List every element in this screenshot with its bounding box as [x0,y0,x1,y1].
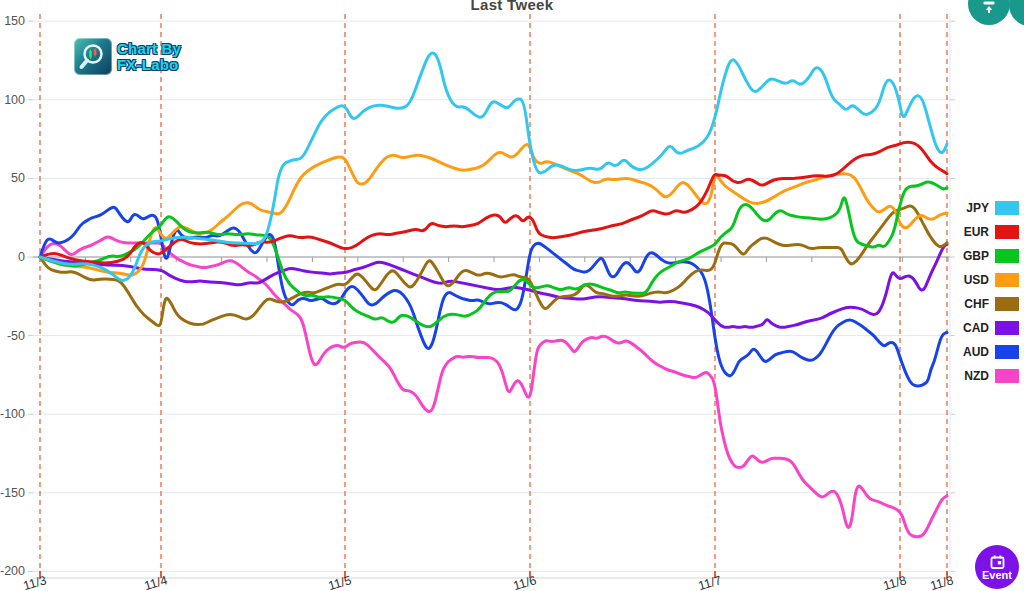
legend-swatch [995,225,1019,239]
chart-title: Last Tweek [0,0,1024,13]
x-tick-label: 11/7 [697,573,723,591]
legend-swatch [995,369,1019,383]
x-tick-label: 11/4 [143,573,169,591]
legend-swatch [995,273,1019,287]
legend-swatch [995,321,1019,335]
series-line-gbp [40,182,947,327]
legend-label: EUR [964,225,989,239]
x-tick-label: 11/5 [327,573,353,591]
logo-text: Chart By FX-Labo [117,41,181,73]
series-line-usd [40,145,947,276]
legend-label: USD [964,273,989,287]
currency-strength-chart[interactable]: 150 100 50 0 -50 -100 -150 -20011/3 11/4 11/5 11/6… [0,0,1024,591]
y-tick-label: 50 [11,171,25,185]
legend-swatch [995,297,1019,311]
x-tick-label: 11/8 [882,573,908,591]
x-tick-label: 11/8 [929,573,955,591]
legend-item-chf[interactable]: CHF [953,296,1019,311]
legend-item-cad[interactable]: CAD [953,320,1019,335]
logo-text-line2: FX-Labo [117,57,181,73]
y-tick-label: 150 [4,14,25,28]
y-tick-label: -150 [0,486,25,500]
legend-swatch [995,249,1019,263]
y-tick-label: -200 [0,564,25,578]
event-button-label: Event [982,569,1012,581]
currency-legend: JPY EUR GBP USD CHF CAD AUD NZD [953,200,1019,392]
bar-arrow-up-icon [981,0,997,16]
legend-item-usd[interactable]: USD [953,272,1019,287]
magnifier-candlestick-icon [74,38,112,75]
logo-text-line1: Chart By [117,41,181,57]
calendar-icon [990,555,1005,569]
legend-label: JPY [966,201,989,215]
x-tick-label: 11/3 [22,573,48,591]
y-tick-label: 100 [4,93,25,107]
legend-label: AUD [963,345,989,359]
legend-label: CAD [963,321,989,335]
series-line-nzd [40,237,947,537]
x-tick-label: 11/6 [512,573,538,591]
series-line-jpy [40,53,947,280]
legend-label: NZD [964,369,989,383]
y-tick-label: -100 [0,407,25,421]
legend-swatch [995,201,1019,215]
fx-labo-logo: Chart By FX-Labo [74,38,181,75]
event-button[interactable]: Event [975,545,1019,589]
legend-swatch [995,345,1019,359]
legend-item-gbp[interactable]: GBP [953,248,1019,263]
legend-item-aud[interactable]: AUD [953,344,1019,359]
series-line-eur [40,142,947,263]
legend-item-nzd[interactable]: NZD [953,368,1019,383]
legend-label: GBP [963,249,989,263]
legend-label: CHF [964,297,989,311]
y-tick-label: -50 [7,329,25,343]
legend-item-eur[interactable]: EUR [953,224,1019,239]
y-tick-label: 0 [18,250,25,264]
series-line-chf [40,206,947,326]
legend-item-jpy[interactable]: JPY [953,200,1019,215]
